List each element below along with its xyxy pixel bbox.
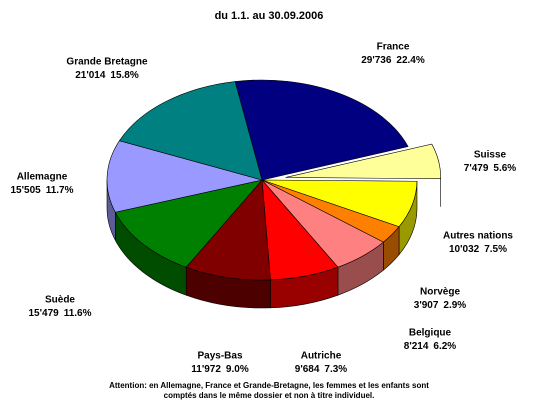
slice-label: Autriche xyxy=(301,351,342,362)
footnote: Attention: en Allemagne, France et Grand… xyxy=(109,381,429,390)
value-label: 10'032 xyxy=(449,244,480,255)
slice-value-label: 3'907 2.9% xyxy=(414,300,467,311)
share-label: 22.4% xyxy=(396,55,424,66)
value-label: 29'736 xyxy=(361,55,392,66)
footnote: comptés dans le même dossier et non à ti… xyxy=(164,391,375,400)
share-label: 5.6% xyxy=(493,163,516,174)
share-label: 11.7% xyxy=(46,185,74,196)
value-label: 11'972 xyxy=(191,364,221,375)
slice-value-label: 10'032 7.5% xyxy=(449,244,507,255)
share-label: 7.5% xyxy=(484,244,507,255)
slice-label: Grande Bretagne xyxy=(66,57,148,68)
value-label: 3'907 xyxy=(414,300,439,311)
value-label: 15'479 xyxy=(29,308,60,319)
slice-value-label: 29'736 22.4% xyxy=(361,55,425,66)
slice xyxy=(106,140,263,213)
slice-label: Norvège xyxy=(420,287,460,298)
slice-label: Autres nations xyxy=(443,231,513,242)
slice xyxy=(114,179,263,268)
chart-title: du 1.1. au 30.09.2006 xyxy=(215,10,324,22)
slice-value-label: 21'014 15.8% xyxy=(75,70,139,81)
slice xyxy=(234,79,409,181)
slice-label: Pays-Bas xyxy=(197,351,242,362)
slice-value-label: 7'479 5.6% xyxy=(464,163,517,174)
share-label: 15.8% xyxy=(110,70,138,81)
value-label: 8'214 xyxy=(404,341,429,352)
slice xyxy=(285,143,441,180)
slice-label: Allemagne xyxy=(17,172,68,183)
slice-label: Suède xyxy=(45,295,75,306)
slice-label: Belgique xyxy=(409,328,452,339)
share-label: 11.6% xyxy=(64,308,92,319)
value-label: 9'684 xyxy=(295,364,320,375)
value-label: 7'479 xyxy=(464,163,489,174)
share-label: 2.9% xyxy=(443,300,466,311)
slice-value-label: 8'214 6.2% xyxy=(404,341,457,352)
value-label: 21'014 xyxy=(75,70,106,81)
slice-value-label: 15'505 11.7% xyxy=(11,185,74,196)
value-label: 15'505 xyxy=(11,185,42,196)
slice-value-label: 9'684 7.3% xyxy=(295,364,348,375)
slice-value-label: 11'972 9.0% xyxy=(191,364,249,375)
slice xyxy=(185,179,271,281)
share-label: 6.2% xyxy=(433,341,456,352)
slice-label: Suisse xyxy=(474,150,507,161)
share-label: 7.3% xyxy=(324,364,347,375)
slice-value-label: 15'479 11.6% xyxy=(29,308,92,319)
slice-label: France xyxy=(377,42,410,53)
share-label: 9.0% xyxy=(226,364,249,375)
slice xyxy=(118,81,263,181)
